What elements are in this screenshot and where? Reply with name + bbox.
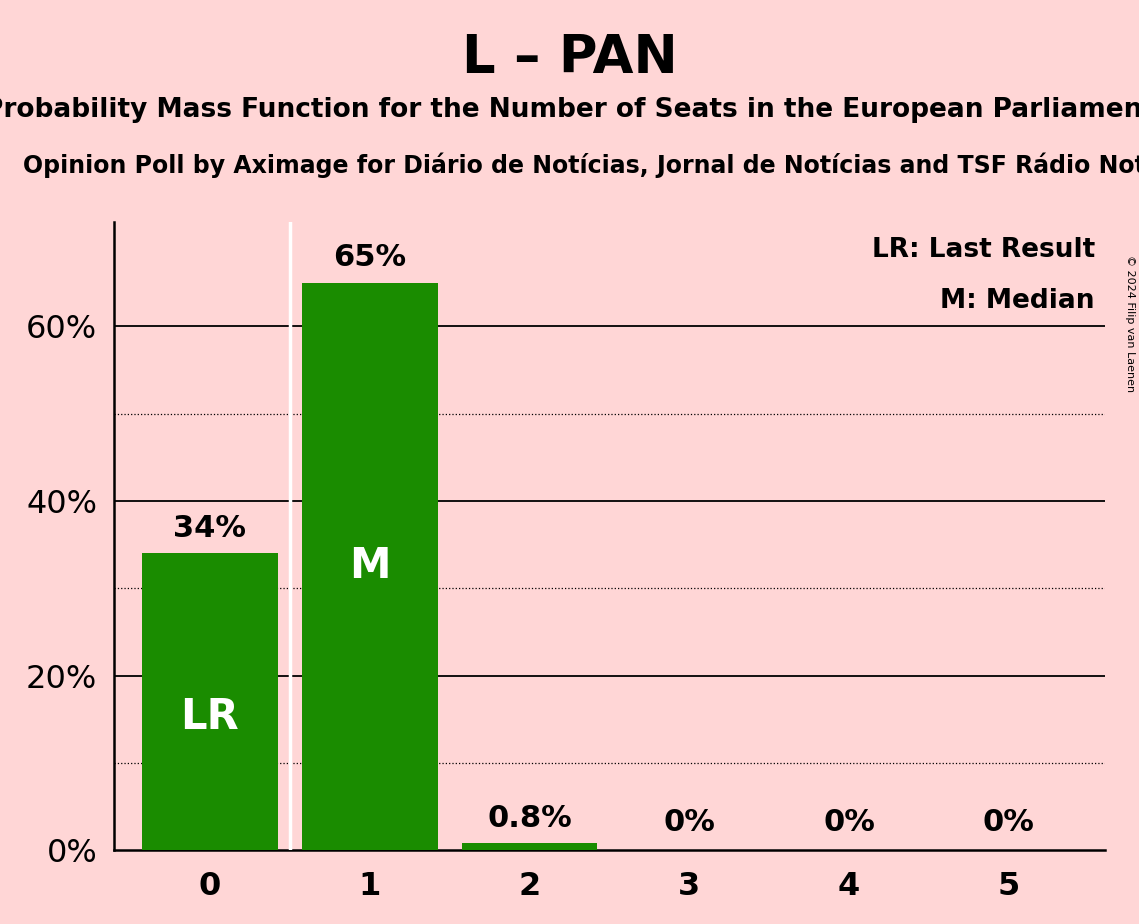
Text: L – PAN: L – PAN [461,32,678,84]
Text: 0.8%: 0.8% [487,804,572,833]
Text: 34%: 34% [173,514,246,543]
Text: LR: Last Result: LR: Last Result [871,237,1095,263]
Text: 0%: 0% [663,808,715,837]
Text: 65%: 65% [333,243,407,273]
Text: LR: LR [180,696,239,737]
Text: M: M [349,545,391,588]
Bar [461,843,597,850]
Bar [302,283,437,850]
Bar [142,553,278,850]
Text: 0%: 0% [823,808,875,837]
Text: Probability Mass Function for the Number of Seats in the European Parliament: Probability Mass Function for the Number… [0,97,1139,123]
Text: M: Median: M: Median [941,287,1095,314]
Text: © 2024 Filip van Laenen: © 2024 Filip van Laenen [1125,255,1134,392]
Text: Opinion Poll by Aximage for Diário de Notícias, Jornal de Notícias and TSF Rádio: Opinion Poll by Aximage for Diário de No… [23,152,1139,178]
Text: 0%: 0% [983,808,1035,837]
